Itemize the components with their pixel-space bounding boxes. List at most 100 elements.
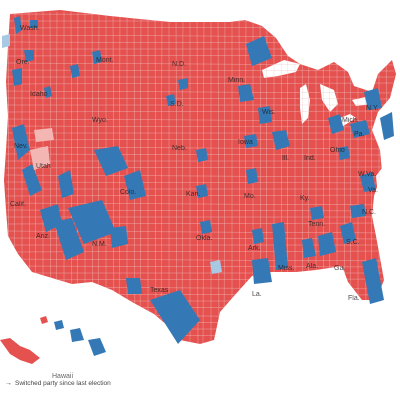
- county-dem-mont-2[interactable]: [70, 64, 80, 78]
- county-dem-nm[interactable]: [68, 200, 116, 244]
- county-dem-minn-n[interactable]: [246, 36, 272, 66]
- county-dem-la[interactable]: [252, 258, 272, 284]
- county-dem-calif-n[interactable]: [12, 124, 30, 160]
- county-dem-nc[interactable]: [350, 204, 366, 218]
- state-label-iowa: Iowa: [238, 139, 253, 146]
- county-dem-nd[interactable]: [178, 78, 188, 90]
- state-label-ohio: Ohio: [330, 147, 345, 154]
- county-dem-texas-w[interactable]: [126, 278, 142, 294]
- county-dem-calif-c[interactable]: [22, 164, 42, 196]
- county-dem-miss[interactable]: [272, 222, 288, 270]
- county-dem-wash-2[interactable]: [30, 20, 38, 28]
- county-dem-idaho[interactable]: [44, 86, 52, 98]
- county-dem-ala[interactable]: [302, 238, 316, 258]
- county-dem-ore[interactable]: [12, 68, 22, 86]
- county-dem-wash[interactable]: [14, 16, 22, 34]
- state-label-kan: Kan.: [186, 191, 200, 198]
- state-label-ny: N.Y.: [366, 105, 379, 112]
- county-dem-kan[interactable]: [196, 184, 208, 198]
- gulf-cut: [300, 272, 348, 290]
- state-label-ky: Ky.: [300, 195, 310, 202]
- county-line-v: [223, 11, 226, 344]
- state-label-ark: Ark.: [248, 245, 261, 252]
- county-line-v: [154, 11, 157, 344]
- county-line-v: [112, 11, 115, 344]
- state-label-colo: Colo.: [120, 189, 136, 196]
- county-line-v: [385, 11, 388, 344]
- county-dem-sd[interactable]: [166, 94, 176, 106]
- county-dem-tenn[interactable]: [310, 206, 324, 220]
- county-dem-iowa[interactable]: [244, 134, 258, 148]
- county-dem-okla[interactable]: [200, 220, 212, 234]
- county-line-v: [160, 11, 163, 344]
- county-dem-fla[interactable]: [362, 258, 384, 304]
- county-line-h: [5, 265, 395, 268]
- county-line-h: [5, 110, 395, 113]
- county-dem-wis[interactable]: [258, 106, 272, 124]
- state-label-ariz: Ariz.: [36, 233, 50, 240]
- state-label-nm: N.M.: [92, 241, 107, 248]
- state-label-fla: Fla.: [348, 295, 360, 302]
- county-line-h: [5, 90, 395, 94]
- alaska-shape: [0, 338, 40, 364]
- county-dem-ne-coast[interactable]: [380, 112, 394, 140]
- county-dem-ill[interactable]: [272, 130, 290, 150]
- state-label-pa: Pa.: [354, 131, 365, 138]
- county-dem-ark[interactable]: [252, 228, 264, 244]
- state-label-wyo: Wyo.: [92, 117, 108, 124]
- county-line-v: [217, 11, 220, 344]
- county-dem-neb[interactable]: [196, 148, 208, 162]
- county-dem-mich[interactable]: [328, 114, 344, 134]
- hawaii-label: Hawaii: [52, 373, 73, 380]
- county-dem-minn-c[interactable]: [238, 84, 254, 102]
- state-label-va: Va.: [368, 187, 378, 194]
- county-flip-wash[interactable]: [2, 34, 10, 48]
- county-dem-mont[interactable]: [92, 50, 102, 64]
- county-dem-pa[interactable]: [350, 120, 370, 138]
- county-dem-ore-2[interactable]: [24, 50, 34, 62]
- county-dem-ohio[interactable]: [338, 146, 350, 160]
- state-label-utah: Utah: [36, 163, 51, 170]
- state-label-neb: Neb.: [172, 145, 187, 152]
- state-label-ala: Ala.: [306, 263, 318, 270]
- county-dem-nm-2[interactable]: [110, 226, 128, 248]
- county-dem-colo[interactable]: [124, 170, 146, 200]
- county-flip-mo[interactable]: [210, 260, 222, 274]
- flipped-counties: [2, 34, 222, 274]
- county-dem-texas-s[interactable]: [150, 290, 200, 344]
- county-dem-mo[interactable]: [246, 168, 258, 184]
- state-labels: Idaho Mont. N.D. Minn. S.D. Wyo. Neb. Iowa Utah C…: [10, 25, 379, 302]
- state-label-wash: Wash.: [20, 25, 40, 32]
- county-dem-ny[interactable]: [364, 88, 382, 110]
- county-line-v: [181, 11, 184, 344]
- hawaii-islands: [40, 316, 106, 356]
- state-label-nev: Nev.: [14, 143, 28, 150]
- county-flip-nev[interactable]: [34, 128, 54, 142]
- state-label-wis: Wis.: [262, 109, 276, 116]
- state-label-miss: Miss.: [278, 265, 294, 272]
- state-label-ind: Ind.: [304, 155, 316, 162]
- state-label-mont: Mont.: [96, 57, 114, 64]
- county-line-h: [5, 62, 395, 66]
- state-label-minn: Minn.: [228, 77, 245, 84]
- county-line-h: [5, 166, 395, 169]
- state-label-ga: Ga.: [334, 265, 345, 272]
- state-label-wva: W.Va.: [358, 171, 376, 178]
- county-dem-ga[interactable]: [318, 232, 336, 256]
- county-line-h: [5, 202, 395, 206]
- county-dem-sc[interactable]: [340, 222, 356, 244]
- lake-michigan: [300, 84, 310, 124]
- state-label-nc: N.C.: [362, 209, 376, 216]
- county-dem-va[interactable]: [360, 172, 376, 192]
- county-flip-utah[interactable]: [30, 146, 50, 170]
- hawaii-island-3: [70, 328, 84, 342]
- hawaii-island-1: [40, 316, 48, 324]
- state-label-ill: Ill.: [282, 155, 289, 162]
- state-label-mich: Mich.: [342, 117, 359, 124]
- county-dem-ariz[interactable]: [54, 218, 84, 260]
- legend-flip-label: Switched party since last election: [15, 380, 111, 387]
- county-dem-utah[interactable]: [94, 146, 128, 176]
- state-label-idaho: Idaho: [30, 91, 48, 98]
- county-dem-nev[interactable]: [58, 170, 74, 198]
